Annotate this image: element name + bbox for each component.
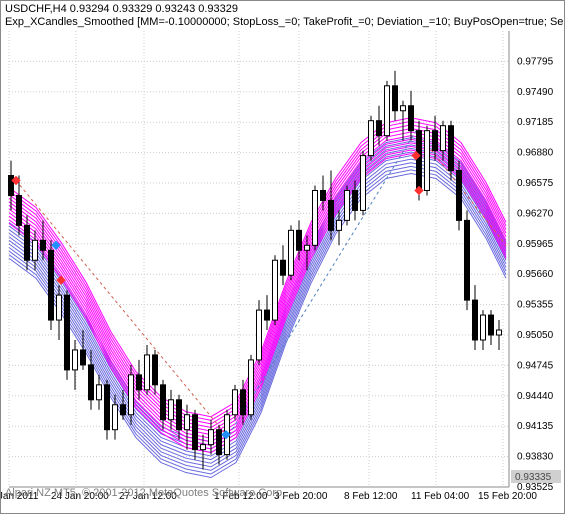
x-tick-label: 15 Feb 20:00 (478, 491, 537, 502)
candle-body (449, 126, 454, 171)
candle-body (441, 126, 446, 151)
y-tick-label: 0.94440 (517, 391, 554, 402)
candle-body (249, 360, 254, 415)
candle-body (97, 385, 102, 400)
candle-body (313, 190, 318, 245)
y-tick-label: 0.96880 (517, 148, 554, 159)
y-tick-label: 0.94135 (517, 421, 554, 432)
y-tick-label: 0.95050 (517, 330, 554, 341)
candle-body (321, 190, 326, 200)
candle-body (305, 245, 310, 250)
candle-body (169, 400, 174, 420)
candle-body (9, 176, 14, 196)
candle-body (129, 375, 134, 415)
candle-body (193, 415, 198, 450)
candle-body (153, 355, 158, 385)
candle-body (377, 121, 382, 136)
candle-body (385, 86, 390, 136)
y-tick-label: 0.97490 (517, 87, 554, 98)
trend-line-up (226, 131, 416, 440)
candle-body (57, 295, 62, 320)
upper-band-line (9, 121, 506, 420)
y-tick-label: 0.94745 (517, 360, 554, 371)
chart-svg[interactable]: 0.97795 0.97490 0.97185 0.96880 0.96575 0.962… (1, 1, 565, 514)
x-tick-label: 8 Feb 12:00 (344, 491, 398, 502)
candle-body (409, 106, 414, 131)
candle-body (497, 330, 502, 335)
candle-body (401, 106, 406, 111)
candle-body (41, 240, 46, 250)
candle-body (361, 156, 366, 211)
y-tick-label: 0.97185 (517, 117, 554, 128)
candle-body (113, 405, 118, 430)
y-tick-label: 0.95965 (517, 239, 554, 250)
price-tag-value: 0.93335 (515, 472, 552, 483)
candle-body (33, 240, 38, 260)
candle-body (345, 190, 350, 220)
candle-body (489, 315, 494, 335)
candle-body (185, 415, 190, 430)
candle-body (233, 390, 238, 415)
candle-body (217, 430, 222, 455)
candle-body (481, 315, 486, 340)
candle-body (465, 220, 470, 300)
y-tick-label: 0.97795 (517, 56, 554, 67)
y-tick-label: 0.95660 (517, 269, 554, 280)
candle-body (65, 295, 70, 370)
candle-body (209, 430, 214, 445)
candle-body (49, 250, 54, 320)
candle-body (137, 375, 142, 390)
candle-body (257, 310, 262, 360)
candle-body (201, 445, 206, 450)
candle-body (161, 385, 166, 420)
candle-body (457, 171, 462, 221)
candle-body (433, 131, 438, 151)
candle-body (241, 390, 246, 415)
candle-body (273, 260, 278, 320)
candle-body (297, 230, 302, 250)
candle-body (17, 195, 22, 225)
candle-body (393, 86, 398, 111)
y-tick-label: 0.95355 (517, 300, 554, 311)
candle-body (329, 200, 334, 230)
candle-body (145, 355, 150, 390)
y-tick-label: 0.93830 (517, 452, 554, 463)
candle-body (281, 260, 286, 275)
y-tick-label: 0.96270 (517, 208, 554, 219)
candle-body (289, 230, 294, 275)
candle-body (73, 350, 78, 370)
candle-body (417, 131, 422, 191)
candle-body (265, 310, 270, 320)
candle-body (337, 220, 342, 230)
candle-body (473, 300, 478, 340)
candle-body (105, 385, 110, 430)
y-tick-label: 0.96575 (517, 178, 554, 189)
candle-body (121, 405, 126, 415)
candle-body (369, 121, 374, 156)
upper-band-line (9, 118, 506, 417)
candle-body (25, 225, 30, 260)
candle-body (425, 131, 430, 191)
candle-body (89, 365, 94, 400)
copyright-footer: Alpari NZ MT5, © 2001-2012 MetaQuotes So… (5, 487, 285, 499)
chart-container: USDCHF,H4 0.93294 0.93329 0.93243 0.9332… (0, 0, 565, 514)
candle-body (177, 400, 182, 430)
x-tick-label: 11 Feb 04:00 (411, 491, 470, 502)
candle-body (81, 350, 86, 365)
candle-body (353, 190, 358, 210)
upper-band-line (9, 125, 506, 424)
